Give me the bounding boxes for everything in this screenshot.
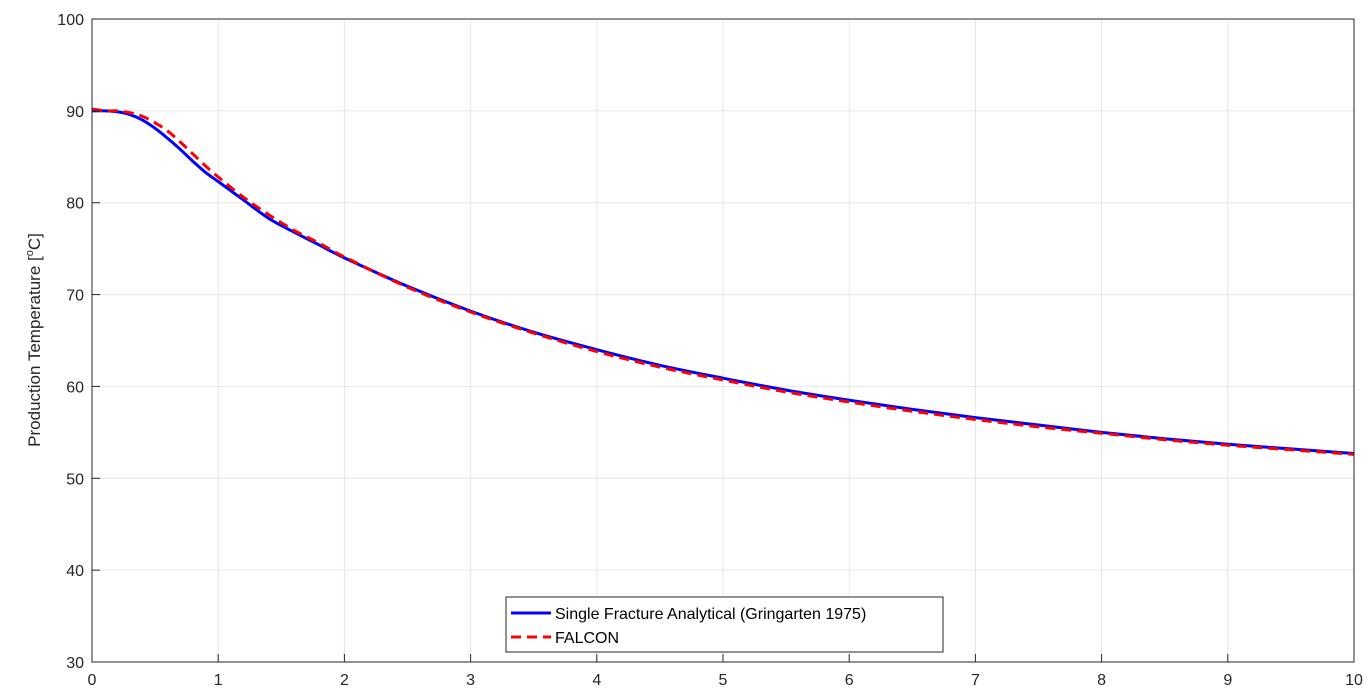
y-tick-label: 90 xyxy=(66,104,84,121)
legend-label-analytical: Single Fracture Analytical (Gringarten 1… xyxy=(555,606,866,623)
y-tick-label: 40 xyxy=(66,563,84,580)
y-tick-label: 80 xyxy=(66,196,84,213)
x-tick-label: 5 xyxy=(719,672,728,689)
legend-label-falcon: FALCON xyxy=(555,630,619,647)
x-tick-label: 7 xyxy=(971,672,980,689)
x-tick-label: 4 xyxy=(592,672,601,689)
y-axis-label-unit: C] xyxy=(25,233,44,250)
series-line-falcon xyxy=(91,107,1355,456)
legend-box xyxy=(505,596,944,653)
y-axis-label-main: Production Temperature [ xyxy=(25,256,44,447)
x-tick-label: 3 xyxy=(466,672,475,689)
y-axis-label: Production Temperature [oC] xyxy=(24,233,44,447)
series-lines xyxy=(91,107,1355,456)
x-tick-label: 2 xyxy=(340,672,349,689)
y-axis-label-degree: o xyxy=(24,250,36,256)
x-tick-label: 1 xyxy=(214,672,223,689)
x-tick-label: 6 xyxy=(845,672,854,689)
x-tick-label: 10 xyxy=(1345,672,1363,689)
tick-labels: 0 1 2 3 4 5 6 7 8 9 10 30 40 50 60 70 80 90 100 xyxy=(57,12,1363,689)
x-tick-label: 9 xyxy=(1223,672,1232,689)
y-tick-label: 100 xyxy=(57,12,84,29)
y-tick-label: 50 xyxy=(66,471,84,488)
x-tick-label: 8 xyxy=(1097,672,1106,689)
y-tick-label: 70 xyxy=(66,288,84,305)
legend: Single Fracture Analytical (Gringarten 1… xyxy=(505,596,944,653)
y-tick-label: 60 xyxy=(66,379,84,396)
y-tick-label: 30 xyxy=(66,655,84,672)
x-tick-label: 0 xyxy=(88,672,97,689)
